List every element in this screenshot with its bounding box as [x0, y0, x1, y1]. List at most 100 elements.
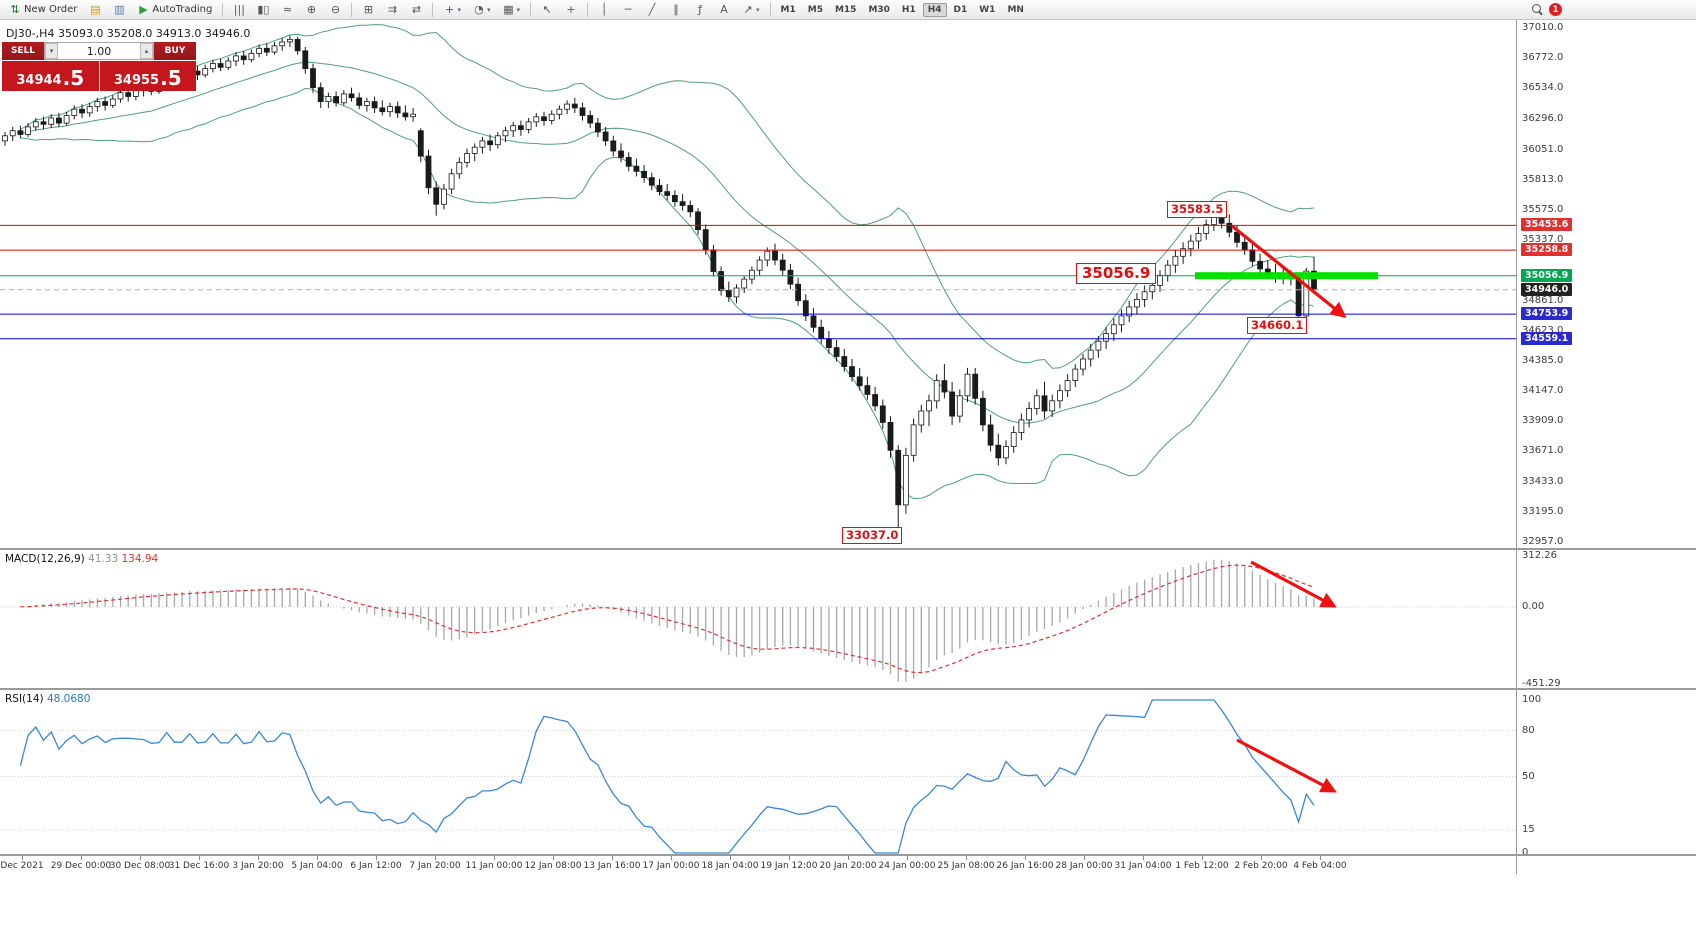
text-tool-icon[interactable]: A [713, 2, 735, 18]
price-axis-label: 36534.0 [1522, 82, 1564, 93]
price-axis[interactable]: 37010.0 36772.0 36534.0 36296.0 36051.0 35813… [1521, 20, 1696, 548]
time-axis-label: 5 Jan 04:00 [291, 861, 343, 871]
macd-value-signal: 134.94 [121, 553, 159, 565]
price-axis-label: 36051.0 [1522, 144, 1564, 155]
buy-button[interactable]: BUY [154, 42, 196, 60]
timeframe-button-w1[interactable]: W1 [979, 4, 996, 15]
channel-icon[interactable]: ∥ [665, 2, 687, 18]
rsi-axis[interactable]: 100 80 50 15 0 [1521, 690, 1696, 854]
arrow-tool-icon[interactable]: ↗ ▾ [737, 2, 765, 18]
sell-button[interactable]: SELL [2, 42, 44, 60]
time-axis-tick [789, 856, 790, 860]
timeframe-button-h1[interactable]: H1 [901, 4, 916, 15]
bar-chart-icon[interactable]: ||| [228, 2, 250, 18]
time-axis-tick [140, 856, 141, 860]
price-annotation: 34660.1 [1247, 317, 1308, 334]
one-click-trade-panel: SELL ▾ 1.00 ▴ BUY 34944.5 34955.5 [2, 42, 196, 91]
autotrading-button-label: AutoTrading [152, 4, 213, 15]
zoom-out-icon[interactable]: ⊖ [324, 2, 346, 18]
periods-icon[interactable]: ◔ ▾ [468, 2, 496, 18]
timeframe-button-m1[interactable]: M1 [780, 4, 796, 15]
rsi-axis-label: 15 [1522, 824, 1535, 835]
rsi-axis-separator [1516, 690, 1517, 854]
toolbar-separator [432, 2, 434, 17]
time-axis-label: 12 Jan 08:00 [524, 861, 582, 871]
volume-decrease-button[interactable]: ▾ [45, 43, 58, 59]
vertical-line-icon[interactable]: │ [593, 2, 615, 18]
chart-shift-icon: ⇄ [411, 2, 422, 16]
timeframe-button-mn[interactable]: MN [1007, 4, 1024, 15]
trendline-icon: ╱ [648, 2, 656, 16]
time-axis-tick [258, 856, 259, 860]
chart-ohlc-header: DJ30-,H4 35093.0 35208.0 34913.0 34946.0 [6, 27, 251, 40]
dropdown-caret-icon[interactable]: ▾ [486, 5, 491, 14]
time-axis-label: 3 Jan 20:00 [232, 861, 284, 871]
search-icon[interactable] [1531, 3, 1544, 16]
dropdown-caret-icon[interactable]: ▾ [756, 5, 760, 14]
price-annotation: 35583.5 [1167, 201, 1228, 218]
timeframe-button-m5[interactable]: M5 [807, 4, 823, 15]
line-chart-icon[interactable]: ≈ [276, 2, 298, 18]
price-axis-label: 33671.0 [1522, 445, 1564, 456]
rsi-chart[interactable] [0, 690, 1516, 854]
dropdown-caret-icon[interactable]: ▾ [457, 5, 461, 14]
dropdown-caret-icon[interactable]: ▾ [516, 5, 520, 14]
time-axis-tick [848, 856, 849, 860]
horizontal-line-icon[interactable]: ─ [617, 2, 639, 18]
notification-badge[interactable]: 1 [1549, 3, 1562, 16]
new-order-button-label: New Order [24, 4, 78, 15]
candlestick-chart-icon: ▮▯ [257, 2, 270, 16]
toolbar-separator [351, 2, 353, 17]
zoom-in-icon[interactable]: ⊕ [300, 2, 322, 18]
time-axis-label: Dec 2021 [0, 861, 44, 871]
vertical-line-icon: │ [600, 2, 608, 16]
rsi-panel[interactable]: RSI(14) 48.0680 100 80 50 15 0 [0, 690, 1696, 856]
rsi-axis-label: 0 [1522, 847, 1529, 856]
candlestick-chart-icon[interactable]: ▮▯ [252, 2, 274, 18]
time-axis-label: 28 Jan 00:00 [1055, 861, 1113, 871]
tile-windows-icon[interactable]: ⊞ [357, 2, 379, 18]
timeframe-button-d1[interactable]: D1 [953, 4, 968, 15]
price-annotation: 35056.9 [1076, 263, 1157, 284]
time-axis-label: 13 Jan 16:00 [583, 861, 641, 871]
volume-field[interactable]: ▾ 1.00 ▴ [44, 42, 154, 60]
buy-price-frac: .5 [160, 66, 182, 90]
timeframe-button-h4[interactable]: H4 [922, 2, 947, 17]
trendline-icon[interactable]: ╱ [641, 2, 663, 18]
main-chart-panel[interactable]: DJ30-,H4 35093.0 35208.0 34913.0 34946.0… [0, 20, 1696, 550]
cursor-icon[interactable]: ↖ [536, 2, 558, 18]
time-axis-tick [199, 856, 200, 860]
chart-shift-icon[interactable]: ⇄ [405, 2, 427, 18]
timeframe-button-m30[interactable]: M30 [868, 4, 890, 15]
price-axis-label: 34385.0 [1522, 355, 1564, 366]
autotrading-button[interactable]: ▶ AutoTrading [132, 2, 217, 18]
cursor-icon: ↖ [542, 2, 552, 16]
bar-chart-icon: ||| [233, 2, 245, 16]
volume-increase-button[interactable]: ▴ [140, 43, 153, 59]
fibonacci-icon[interactable]: ƒ [689, 2, 711, 18]
crosshair-icon: + [566, 2, 576, 16]
macd-chart[interactable] [0, 550, 1516, 688]
sell-price[interactable]: 34944.5 [2, 61, 99, 91]
time-axis-tick [376, 856, 377, 860]
auto-scroll-icon[interactable]: ⇉ [381, 2, 403, 18]
macd-axis[interactable]: 312.26 0.00 -451.29 [1521, 550, 1696, 688]
candlestick-chart[interactable] [0, 20, 1516, 548]
templates-icon[interactable]: ▦ ▾ [497, 2, 525, 18]
indicators-icon[interactable]: + ▾ [438, 2, 466, 18]
profiles-icon[interactable]: ▥ [108, 2, 130, 18]
templates-icon: ▦ [503, 2, 514, 16]
price-axis-label: 34147.0 [1522, 385, 1564, 396]
price-axis-label: 35813.0 [1522, 174, 1564, 185]
periods-icon: ◔ [474, 2, 484, 16]
macd-panel[interactable]: MACD(12,26,9) 41.33 134.94 312.26 0.00 -45… [0, 550, 1696, 690]
new-order-button[interactable]: ⇅ New Order [4, 2, 82, 18]
time-axis[interactable]: Dec 2021 29 Dec 00:00 30 Dec 08:00 31 Dec 1… [0, 856, 1696, 874]
timeframe-button-m15[interactable]: M15 [834, 4, 857, 15]
channel-icon: ∥ [673, 2, 679, 16]
new-chart-icon[interactable]: ▤ [84, 2, 106, 18]
time-axis-label: 24 Jan 00:00 [878, 861, 936, 871]
crosshair-icon[interactable]: + [560, 2, 582, 18]
sell-price-frac: .5 [62, 66, 85, 90]
buy-price[interactable]: 34955.5 [99, 61, 196, 91]
